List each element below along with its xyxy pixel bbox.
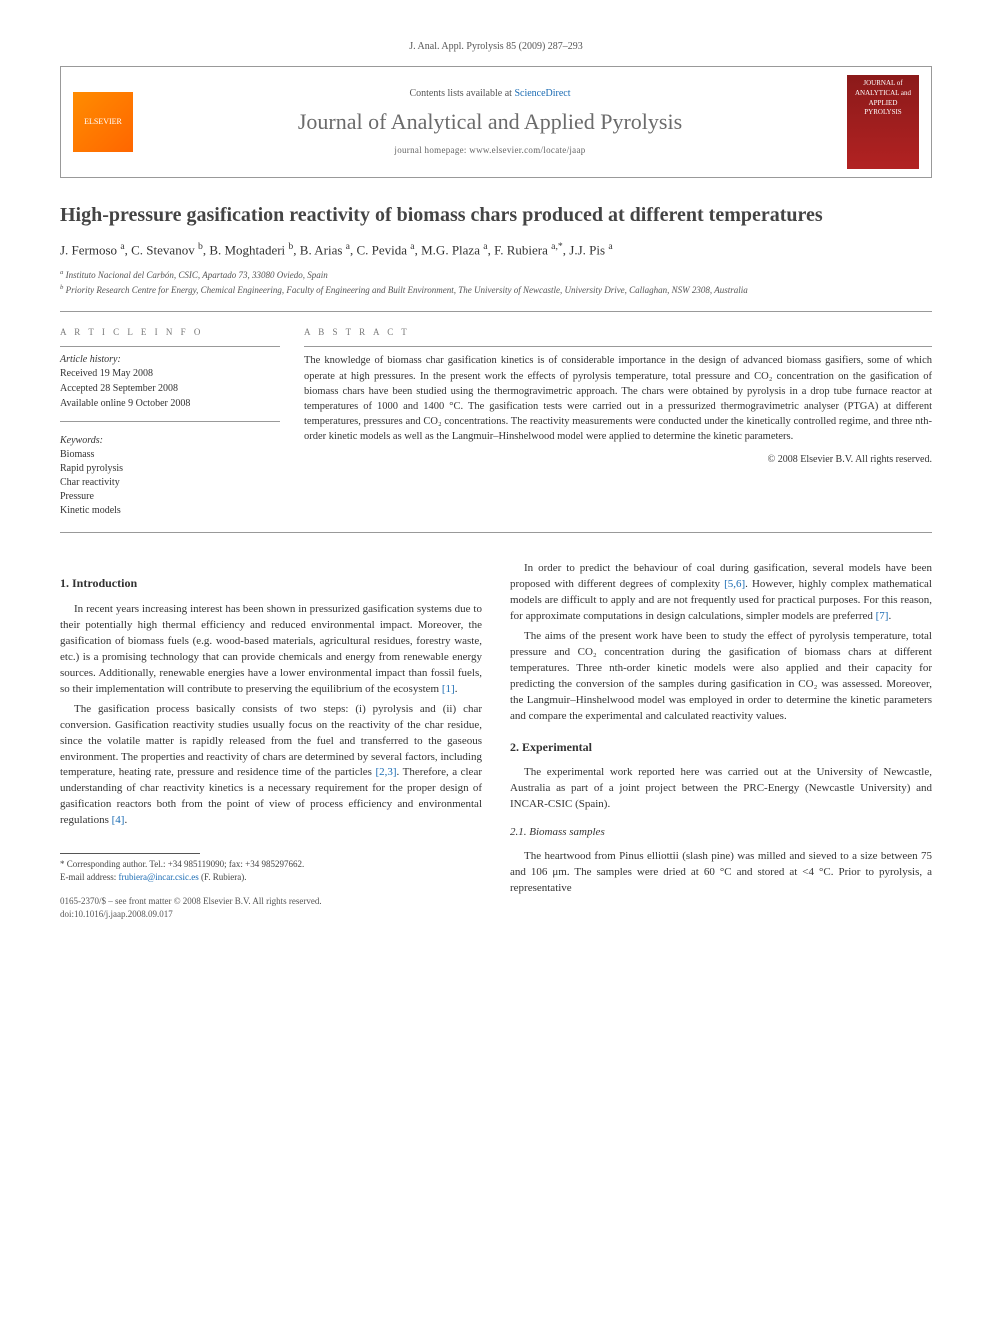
abstract-text: The knowledge of biomass char gasificati… — [304, 353, 932, 444]
article-history-label: Article history: — [60, 353, 280, 367]
divider-rule — [60, 311, 932, 312]
intro-paragraph-3: In order to predict the behaviour of coa… — [510, 561, 932, 625]
affiliation-b: b Priority Research Centre for Energy, C… — [60, 283, 932, 297]
article-info-column: A R T I C L E I N F O Article history: R… — [60, 326, 280, 519]
samples-paragraph-1: The heartwood from Pinus elliottii (slas… — [510, 849, 932, 897]
abstract-copyright: © 2008 Elsevier B.V. All rights reserved… — [304, 453, 932, 467]
keyword: Rapid pyrolysis — [60, 462, 280, 476]
right-column: In order to predict the behaviour of coa… — [510, 561, 932, 920]
journal-reference: J. Anal. Appl. Pyrolysis 85 (2009) 287–2… — [60, 40, 932, 54]
journal-name: Journal of Analytical and Applied Pyroly… — [145, 107, 835, 138]
homepage-line: journal homepage: www.elsevier.com/locat… — [145, 144, 835, 157]
email-footnote: E-mail address: frubiera@incar.csic.es (… — [60, 871, 482, 884]
elsevier-logo: ELSEVIER — [73, 92, 133, 152]
affiliation-a: a Instituto Nacional del Carbón, CSIC, A… — [60, 268, 932, 282]
intro-paragraph-4: The aims of the present work have been t… — [510, 629, 932, 725]
footnote-rule — [60, 853, 200, 854]
info-rule — [60, 346, 280, 347]
corresponding-author-footnote: * Corresponding author. Tel.: +34 985119… — [60, 858, 482, 871]
citation-link[interactable]: [4] — [112, 814, 125, 826]
keyword: Biomass — [60, 448, 280, 462]
info-rule-2 — [60, 421, 280, 422]
divider-rule-2 — [60, 532, 932, 533]
experimental-paragraph-1: The experimental work reported here was … — [510, 765, 932, 813]
intro-paragraph-2: The gasification process basically consi… — [60, 702, 482, 830]
left-column: 1. Introduction In recent years increasi… — [60, 561, 482, 920]
accepted-date: Accepted 28 September 2008 — [60, 382, 280, 396]
keyword: Pressure — [60, 490, 280, 504]
article-title: High-pressure gasification reactivity of… — [60, 202, 932, 228]
info-abstract-row: A R T I C L E I N F O Article history: R… — [60, 326, 932, 519]
keyword: Char reactivity — [60, 476, 280, 490]
keywords-label: Keywords: — [60, 434, 280, 448]
citation-link[interactable]: [5,6] — [724, 578, 745, 590]
subsection-heading-samples: 2.1. Biomass samples — [510, 825, 932, 840]
email-link[interactable]: frubiera@incar.csic.es — [118, 872, 198, 882]
homepage-prefix: journal homepage: — [394, 145, 469, 155]
citation-link[interactable]: [7] — [876, 610, 889, 622]
journal-cover-thumb: JOURNAL of ANALYTICAL and APPLIED PYROLY… — [847, 75, 919, 169]
contents-prefix: Contents lists available at — [409, 88, 514, 99]
citation-link[interactable]: [2,3] — [375, 766, 396, 778]
online-date: Available online 9 October 2008 — [60, 397, 280, 411]
authors-line: J. Fermoso a, C. Stevanov b, B. Moghtade… — [60, 240, 932, 260]
section-heading-experimental: 2. Experimental — [510, 739, 932, 756]
footer-doi: doi:10.1016/j.jaap.2008.09.017 — [60, 908, 482, 921]
article-info-label: A R T I C L E I N F O — [60, 326, 280, 339]
received-date: Received 19 May 2008 — [60, 367, 280, 381]
citation-link[interactable]: [1] — [442, 683, 455, 695]
footer-line-1: 0165-2370/$ – see front matter © 2008 El… — [60, 895, 482, 908]
abstract-label: A B S T R A C T — [304, 326, 932, 339]
abstract-column: A B S T R A C T The knowledge of biomass… — [304, 326, 932, 519]
body-columns: 1. Introduction In recent years increasi… — [60, 561, 932, 920]
header-center: Contents lists available at ScienceDirec… — [145, 87, 835, 156]
journal-header: ELSEVIER Contents lists available at Sci… — [60, 66, 932, 178]
intro-paragraph-1: In recent years increasing interest has … — [60, 602, 482, 698]
homepage-url: www.elsevier.com/locate/jaap — [469, 145, 585, 155]
abs-rule — [304, 346, 932, 347]
section-heading-intro: 1. Introduction — [60, 575, 482, 592]
contents-available-line: Contents lists available at ScienceDirec… — [145, 87, 835, 101]
sciencedirect-link[interactable]: ScienceDirect — [514, 88, 570, 99]
keyword: Kinetic models — [60, 504, 280, 518]
